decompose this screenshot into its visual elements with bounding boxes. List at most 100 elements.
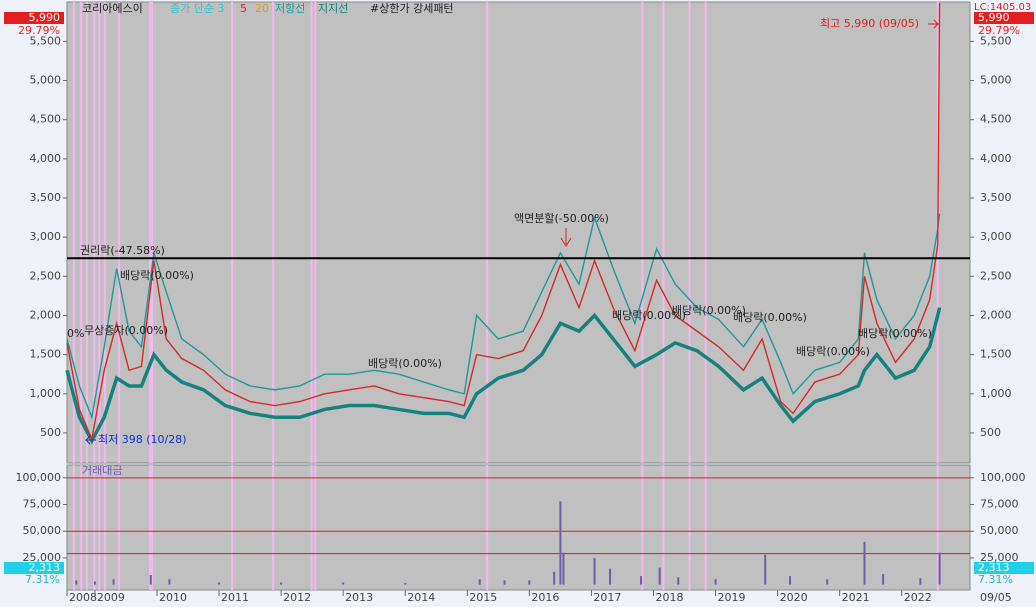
bar (593, 557, 596, 585)
last-volume-right: 2,313 (978, 561, 1010, 574)
y-tick-label: 1,000 (980, 387, 1012, 400)
legend-item: 저항선 (275, 2, 305, 15)
bar (93, 581, 96, 585)
last-price-right: 5,990 (978, 11, 1010, 24)
legend-item: #상한가 강세패턴 (370, 2, 454, 15)
annotation: 배당락(0.00%) (368, 357, 442, 370)
bar (882, 573, 885, 585)
bar (168, 579, 171, 585)
y-tick-label: 100,000 (16, 471, 62, 484)
y-tick-label: 5,000 (30, 74, 62, 87)
last-change: 29.79% (18, 24, 60, 37)
y-tick-label: 25,000 (980, 551, 1019, 564)
annotation: 최고 5,990 (09/05) (820, 17, 919, 30)
x-tick-label: 2018 (655, 591, 683, 604)
series-line (66, 3, 941, 442)
bar (528, 580, 531, 585)
y-tick-label: 5,000 (980, 74, 1012, 87)
bar (938, 552, 941, 585)
x-tick-label: 2011 (221, 591, 249, 604)
bar (149, 575, 152, 585)
y-tick-label: 75,000 (980, 498, 1019, 511)
y-tick-label: 500 (980, 426, 1001, 439)
annotation: 배당락(0.00%) (120, 269, 194, 282)
legend-title: 코리아에스이 (82, 2, 143, 15)
y-tick-label: 1,500 (30, 348, 62, 361)
annotation: 배당락(0.00%) (733, 311, 807, 324)
annotation: 배당락(0.00%) (858, 327, 932, 340)
annotation-arrow (85, 435, 96, 445)
bar (677, 577, 680, 585)
price-panel (66, 1, 971, 464)
x-tick-label: 2015 (469, 591, 497, 604)
bar (112, 579, 115, 585)
x-tick-label: 2020 (780, 591, 808, 604)
y-tick-label: 2,000 (980, 308, 1012, 321)
last-volume: 2,313 (29, 561, 61, 574)
y-tick-label: 5,500 (30, 34, 62, 47)
bar (553, 571, 556, 585)
annotation: 배당락(0.00%) (796, 345, 870, 358)
bar (218, 582, 221, 585)
y-tick-label: 1,500 (980, 348, 1012, 361)
annotation: 최저 398 (10/28) (98, 433, 187, 446)
x-tick-label: 2012 (283, 591, 311, 604)
bar (919, 578, 922, 585)
x-tick-label: 2010 (159, 591, 187, 604)
bar (658, 567, 661, 585)
y-tick-label: 500 (40, 426, 61, 439)
legend-item: 5 (240, 2, 247, 15)
volume-panel (66, 464, 971, 591)
last-change-right: 29.79% (978, 24, 1020, 37)
volume-title: 거래대금 (82, 464, 122, 477)
legend-item: 20 (255, 2, 269, 15)
bar (559, 501, 562, 585)
y-tick-label: 3,500 (980, 191, 1012, 204)
x-tick-label: 2008 (69, 591, 97, 604)
bar (503, 580, 506, 585)
x-tick-label: 2009 (97, 591, 125, 604)
bar (640, 576, 643, 585)
x-tick-label: 2022 (904, 591, 932, 604)
x-tick-label: 2014 (407, 591, 435, 604)
last-price-box-right (974, 12, 1034, 24)
annotation-arrow (928, 19, 939, 29)
y-tick-label: 4,500 (980, 113, 1012, 126)
annotation: 액면분할(-50.00%) (514, 212, 609, 225)
bar (826, 579, 829, 585)
x-tick-label: 2019 (718, 591, 746, 604)
y-tick-label: 2,000 (30, 308, 62, 321)
y-tick-label: 25,000 (23, 551, 62, 564)
bar (714, 579, 717, 585)
bar (863, 541, 866, 585)
y-tick-label: 3,500 (30, 191, 62, 204)
y-tick-label: 5,500 (980, 34, 1012, 47)
y-tick-label: 1,000 (30, 387, 62, 400)
y-tick-label: 75,000 (23, 498, 62, 511)
y-tick-label: 4,500 (30, 113, 62, 126)
last-volume-box (4, 562, 64, 574)
bar (609, 568, 612, 585)
y-tick-label: 4,000 (980, 152, 1012, 165)
y-tick-label: 2,500 (980, 269, 1012, 282)
bar (75, 580, 78, 585)
last-volume-box-right (974, 562, 1034, 574)
y-tick-label: 50,000 (980, 524, 1019, 537)
y-tick-label: 2,500 (30, 269, 62, 282)
annotation-arrow (560, 228, 572, 247)
y-tick-label: 4,000 (30, 152, 62, 165)
annotation: 배당락(0.00%) (612, 309, 686, 322)
annotation: 권리락(-47.58%) (80, 244, 165, 257)
y-tick-label: 100,000 (980, 471, 1026, 484)
last-price-box (4, 12, 64, 24)
last-price: 5,990 (29, 11, 61, 24)
annotation: 0% (67, 327, 84, 340)
legend-item: 지지선 (318, 2, 348, 15)
y-tick-label: 3,000 (980, 230, 1012, 243)
last-volume-change-right: 7.31% (978, 573, 1013, 586)
bar (562, 552, 565, 585)
last-volume-change: 7.31% (25, 573, 60, 586)
right-top-label: LC:1405.03 (974, 2, 1031, 13)
bar (789, 576, 792, 585)
